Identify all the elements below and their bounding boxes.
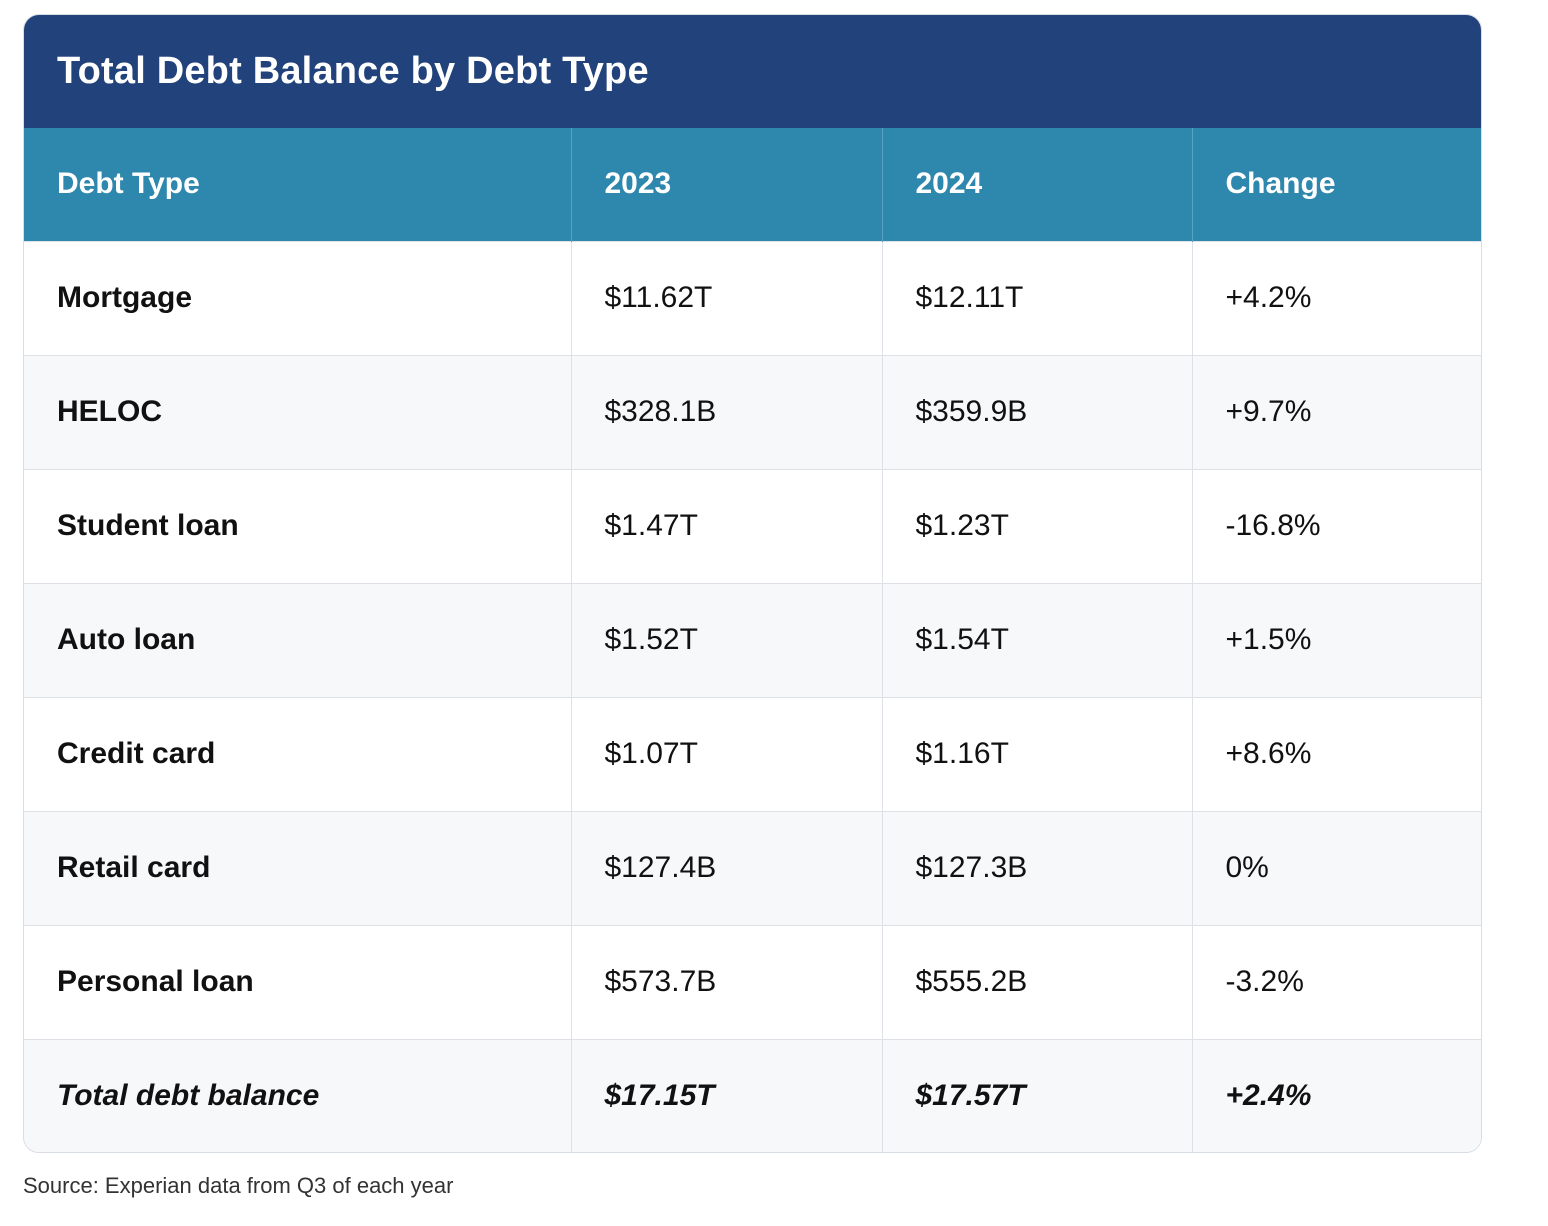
total-change: +2.4% [1191,1038,1481,1152]
cell-2023: $1.47T [570,468,882,583]
debt-table-card: Total Debt Balance by Debt Type Debt Typ… [23,14,1482,1153]
cell-2023: $328.1B [570,354,882,469]
cell-change: -3.2% [1191,924,1481,1039]
table-row: HELOC $328.1B $359.9B +9.7% [24,354,1481,469]
cell-change: -16.8% [1191,468,1481,583]
header-row: Debt Type 2023 2024 Change [24,128,1481,241]
cell-2024: $127.3B [881,810,1192,925]
total-label: Total debt balance [24,1038,571,1152]
cell-2023: $1.07T [570,696,882,811]
cell-2024: $12.11T [881,240,1192,355]
cell-debt-type: Retail card [24,810,571,925]
cell-2023: $1.52T [570,582,882,697]
cell-debt-type: Student loan [24,468,571,583]
total-2023: $17.15T [570,1038,882,1152]
cell-2023: $11.62T [570,240,882,355]
cell-change: 0% [1191,810,1481,925]
table-row: Student loan $1.47T $1.23T -16.8% [24,468,1481,583]
source-note: Source: Experian data from Q3 of each ye… [23,1173,454,1198]
cell-2024: $1.16T [881,696,1192,811]
header-change: Change [1191,128,1481,241]
cell-debt-type: HELOC [24,354,571,469]
cell-2023: $127.4B [570,810,882,925]
total-2024: $17.57T [881,1038,1192,1152]
cell-change: +1.5% [1191,582,1481,697]
cell-2023: $573.7B [570,924,882,1039]
table-title: Total Debt Balance by Debt Type [57,50,649,92]
cell-debt-type: Mortgage [24,240,571,355]
header-debt-type: Debt Type [57,167,200,201]
cell-debt-type: Personal loan [24,924,571,1039]
total-row: Total debt balance $17.15T $17.57T +2.4% [24,1038,1481,1152]
cell-change: +4.2% [1191,240,1481,355]
header-2024: 2024 [881,128,1192,241]
cell-debt-type: Auto loan [24,582,571,697]
title-bar: Total Debt Balance by Debt Type [24,15,1481,128]
cell-2024: $1.23T [881,468,1192,583]
debt-table: Debt Type 2023 2024 Change Mortgage $11.… [24,128,1481,1152]
cell-2024: $359.9B [881,354,1192,469]
table-row: Credit card $1.07T $1.16T +8.6% [24,696,1481,811]
cell-debt-type: Credit card [24,696,571,811]
cell-change: +8.6% [1191,696,1481,811]
cell-2024: $555.2B [881,924,1192,1039]
table-row: Personal loan $573.7B $555.2B -3.2% [24,924,1481,1039]
cell-2024: $1.54T [881,582,1192,697]
table-row: Retail card $127.4B $127.3B 0% [24,810,1481,925]
table-row: Auto loan $1.52T $1.54T +1.5% [24,582,1481,697]
cell-change: +9.7% [1191,354,1481,469]
header-2023: 2023 [570,128,882,241]
table-row: Mortgage $11.62T $12.11T +4.2% [24,240,1481,355]
